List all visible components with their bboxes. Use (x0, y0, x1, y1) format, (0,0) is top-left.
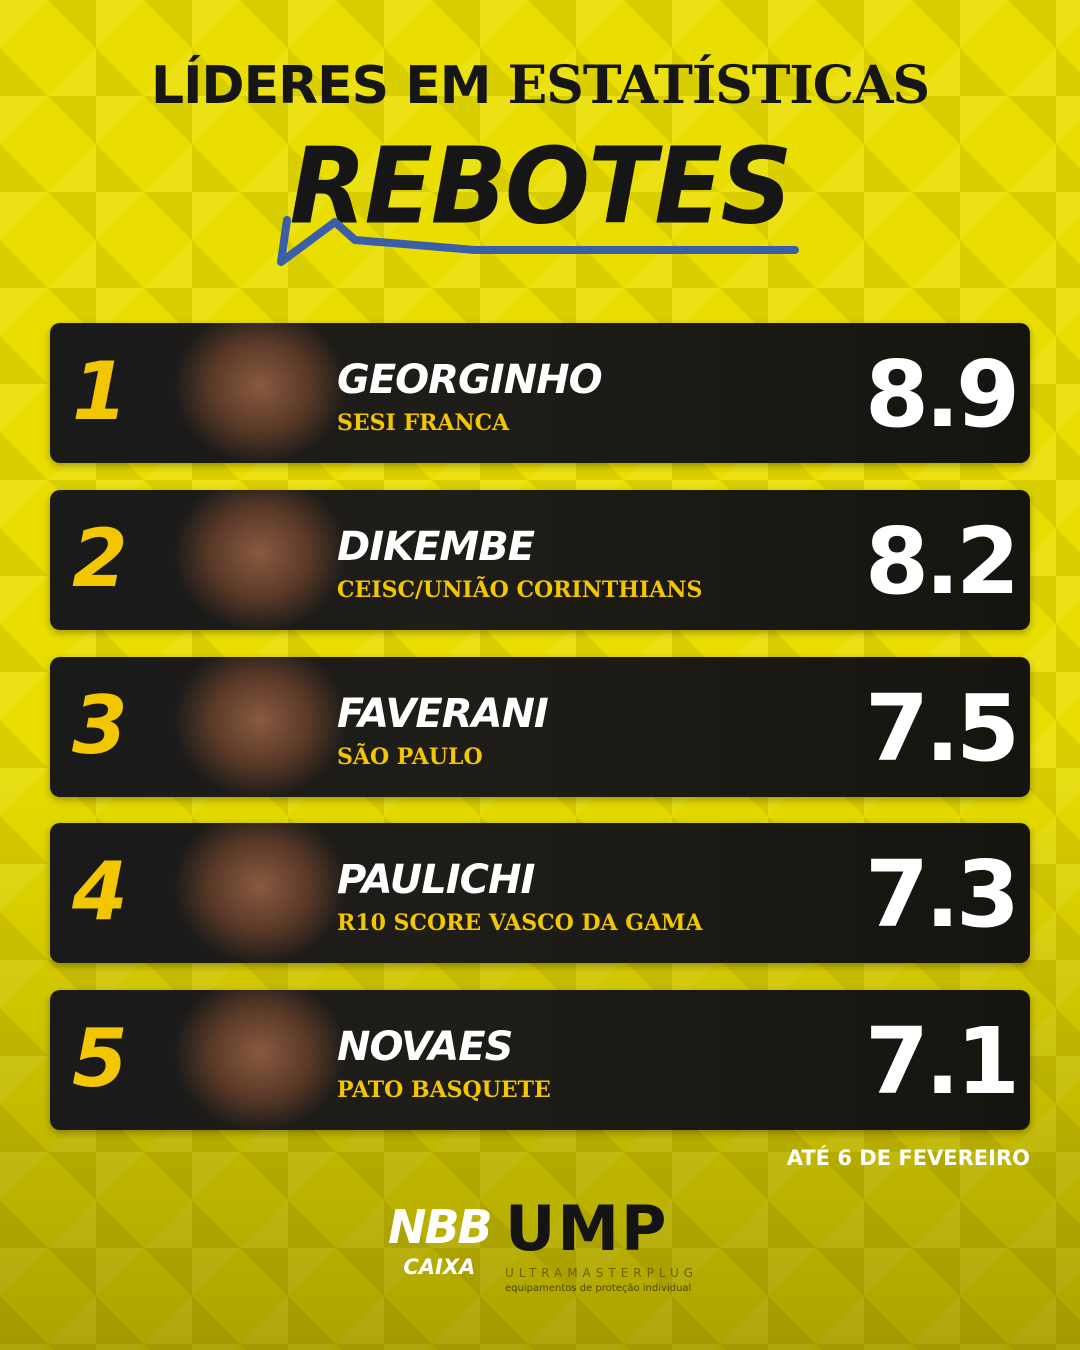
stat-title: REBOTES (289, 125, 792, 248)
player-team: SÃO PAULO (337, 744, 483, 770)
player-card: 5 NOVAES PATO BASQUETE 7.1 (50, 990, 1030, 1130)
player-card: 1 GEORGINHO SESI FRANCA 8.9 (50, 323, 1030, 463)
player-name: PAULICHI (337, 857, 535, 903)
stat-value: 7.3 (865, 841, 1020, 948)
rank-number: 4 (72, 845, 128, 938)
rank-number: 2 (72, 512, 128, 605)
ump-name: ULTRAMASTERPLUG (505, 1266, 699, 1281)
title-part2: ESTATÍSTICAS (507, 55, 930, 116)
player-name: DIKEMBE (337, 524, 535, 570)
player-name: FAVERANI (337, 691, 549, 737)
stat-value: 7.5 (865, 675, 1020, 782)
player-team: PATO BASQUETE (337, 1077, 551, 1103)
player-team: CEISC/UNIÃO CORINTHIANS (337, 577, 703, 603)
rank-number: 5 (72, 1012, 128, 1105)
date-note: ATÉ 6 DE FEVEREIRO (786, 1146, 1030, 1170)
player-photo (175, 490, 345, 630)
player-photo (175, 657, 345, 797)
caixa-text: CAIXA (403, 1255, 476, 1280)
player-team: SESI FRANCA (337, 410, 510, 436)
stat-value: 8.2 (865, 508, 1020, 615)
stat-value: 7.1 (865, 1008, 1020, 1115)
title-part1: LÍDERES EM (150, 56, 492, 116)
player-team: R10 SCORE VASCO DA GAMA (337, 910, 703, 936)
brush-underline-icon (277, 216, 799, 266)
rank-number: 3 (72, 679, 128, 772)
player-name: NOVAES (337, 1024, 513, 1070)
ump-mark: UMP (505, 1192, 669, 1265)
header-title: LÍDERES EM ESTATÍSTICAS (0, 55, 1080, 116)
player-card: 2 DIKEMBE CEISC/UNIÃO CORINTHIANS 8.2 (50, 490, 1030, 630)
ump-logo: UMP ULTRAMASTERPLUG equipamentos de proteç… (505, 1192, 698, 1295)
rank-number: 1 (72, 345, 128, 438)
player-photo (175, 823, 345, 963)
ump-tagline: equipamentos de proteção individual (505, 1282, 692, 1294)
nbb-text: NBB (388, 1200, 493, 1254)
player-photo (175, 323, 345, 463)
player-photo (175, 990, 345, 1130)
player-card: 3 FAVERANI SÃO PAULO 7.5 (50, 657, 1030, 797)
player-card: 4 PAULICHI R10 SCORE VASCO DA GAMA 7.3 (50, 823, 1030, 963)
stat-value: 8.9 (865, 341, 1020, 448)
player-name: GEORGINHO (337, 357, 603, 403)
nbb-caixa-logo: NBB CAIXA (388, 1200, 493, 1280)
